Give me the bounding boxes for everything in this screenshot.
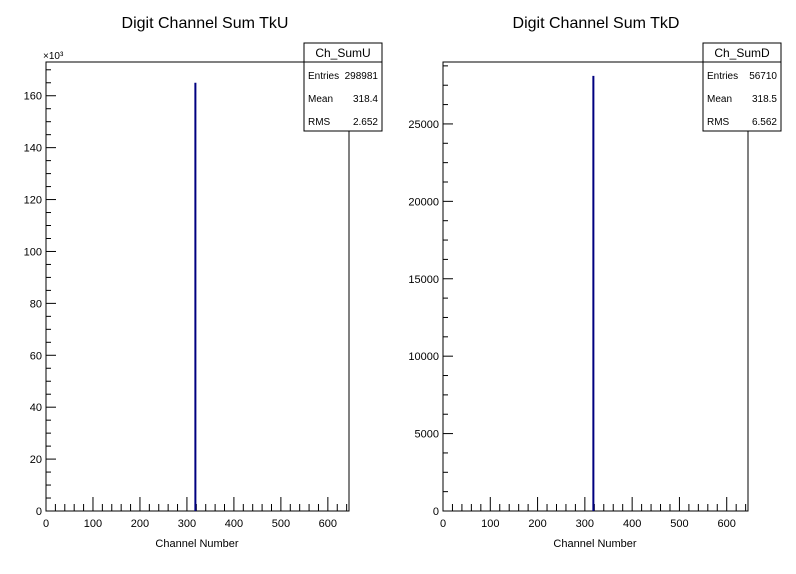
stats-row-label: RMS — [308, 117, 331, 128]
stats-box — [702, 42, 782, 132]
stats-row-label: RMS — [707, 117, 730, 128]
y-tick-label: 15000 — [408, 274, 439, 286]
stats-row-value: 2.652 — [353, 117, 378, 128]
y-tick-label: 10000 — [408, 351, 439, 363]
x-tick-label: 100 — [84, 518, 102, 530]
stats-row-value: 56710 — [749, 71, 777, 82]
chart-title: Digit Channel Sum TkU — [122, 15, 289, 32]
y-tick-label: 100 — [24, 246, 42, 258]
x-tick-label: 300 — [576, 518, 594, 530]
y-tick-label: 120 — [24, 195, 42, 207]
x-axis-label: Channel Number — [155, 538, 238, 550]
stats-row-value: 318.4 — [353, 94, 378, 105]
stats-row-value: 6.562 — [752, 117, 777, 128]
y-tick-label: 5000 — [415, 429, 439, 441]
y-tick-label: 140 — [24, 143, 42, 155]
x-tick-label: 400 — [225, 518, 243, 530]
stats-row-value: 298981 — [345, 71, 379, 82]
stats-row-label: Entries — [308, 71, 339, 82]
x-tick-label: 400 — [623, 518, 641, 530]
y-tick-label: 0 — [36, 506, 42, 518]
chart-title: Digit Channel Sum TkD — [513, 15, 680, 32]
y-tick-label: 40 — [30, 402, 42, 414]
stats-row-label: Mean — [308, 94, 333, 105]
y-tick-label: 20000 — [408, 196, 439, 208]
x-tick-label: 600 — [718, 518, 736, 530]
x-tick-label: 200 — [528, 518, 546, 530]
y-tick-label: 60 — [30, 350, 42, 362]
plot-frame — [442, 61, 749, 512]
y-tick-label: 25000 — [408, 119, 439, 131]
x-tick-label: 0 — [43, 518, 49, 530]
x-tick-label: 500 — [670, 518, 688, 530]
stats-row-label: Entries — [707, 71, 738, 82]
x-tick-label: 0 — [440, 518, 446, 530]
stats-row-label: Mean — [707, 94, 732, 105]
x-tick-label: 200 — [131, 518, 149, 530]
stats-name: Ch_SumU — [315, 46, 370, 60]
stats-row-value: 318.5 — [752, 94, 777, 105]
x-tick-label: 600 — [319, 518, 337, 530]
y-tick-label: 0 — [433, 506, 439, 518]
x-tick-label: 300 — [178, 518, 196, 530]
y-tick-label: 160 — [24, 91, 42, 103]
y-tick-label: 80 — [30, 298, 42, 310]
stats-name: Ch_SumD — [714, 46, 770, 60]
x-axis-label: Channel Number — [553, 538, 636, 550]
x-tick-label: 500 — [272, 518, 290, 530]
x-tick-label: 100 — [481, 518, 499, 530]
y-tick-label: 20 — [30, 454, 42, 466]
y-exponent-label: ×10³ — [43, 51, 64, 62]
stats-box — [303, 42, 383, 132]
plot-frame — [45, 61, 350, 512]
